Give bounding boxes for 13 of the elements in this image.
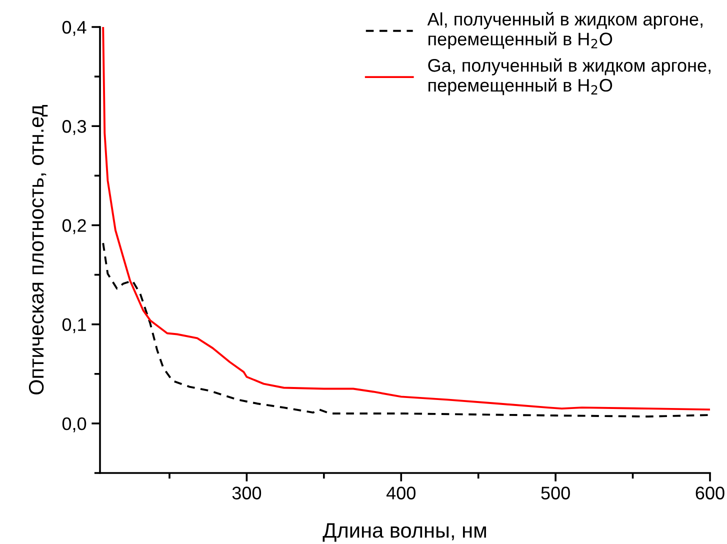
x-tick-label: 600 <box>696 486 724 500</box>
y-tick-label: 0,4 <box>62 20 86 36</box>
y-axis-title: Оптическая плотность, отн.ед <box>28 104 48 394</box>
x-tick-label: 400 <box>386 486 416 500</box>
x-tick-label: 300 <box>232 486 262 500</box>
legend-label: Ga, полученный в жидком аргоне, перемещенный в H$_{2}$O <box>428 58 710 96</box>
x-tick-label: 500 <box>541 486 570 500</box>
legend-label: Al, полученный в жидком аргоне, перемещенный в H$_{2}$O <box>427 12 702 50</box>
y-tick-label: 0,3 <box>62 120 86 135</box>
y-tick-label: 0,1 <box>62 318 86 334</box>
y-tick-label: 0,2 <box>62 219 86 234</box>
y-tick-label: 0,0 <box>62 417 86 432</box>
x-axis-title: Длина волны, нм <box>322 523 486 542</box>
